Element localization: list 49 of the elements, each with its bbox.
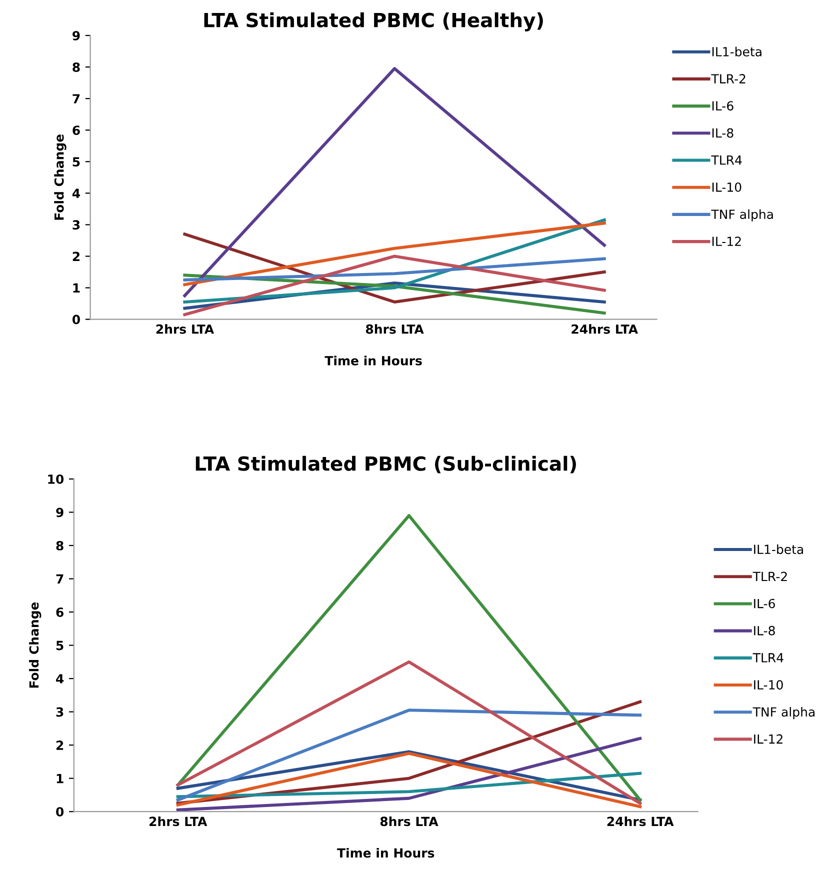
legend-label: IL1-beta <box>754 544 804 554</box>
y-tick-label: 2 <box>72 252 80 261</box>
legend-label: TLR4 <box>752 653 784 662</box>
legend-label: IL-12 <box>754 734 782 744</box>
x-tick-label: 24hrs LTA <box>572 324 638 334</box>
y-tick-label: 1 <box>73 283 80 293</box>
x-tick-label: 8hrs LTA <box>366 324 424 334</box>
y-tick-label: 6 <box>56 608 64 617</box>
y-tick-label: 4 <box>56 674 64 684</box>
y-tick-label: 10 <box>48 474 64 484</box>
x-tick-label: 24hrs LTA <box>607 816 674 826</box>
y-tick-label: 3 <box>56 707 64 717</box>
legend-label: TNF alpha <box>752 706 815 720</box>
y-tick-label: 9 <box>56 508 64 518</box>
y-axis-title: Fold Change <box>54 134 66 220</box>
y-tick-label: 8 <box>72 62 80 72</box>
y-tick-label: 7 <box>72 94 80 104</box>
legend-label: TLR-2 <box>711 74 746 84</box>
y-tick-label: 9 <box>72 30 80 40</box>
chart-title: LTA Stimulated PBMC (Sub-clinical) <box>196 456 576 474</box>
legend-label: IL-8 <box>712 128 734 138</box>
x-axis-title: Time in Hours <box>324 356 422 366</box>
legend-label: TLR-2 <box>752 572 787 581</box>
x-tick-label: 2hrs LTA <box>156 324 214 334</box>
legend-label: IL-10 <box>754 680 783 690</box>
legend-label: IL-6 <box>754 598 775 608</box>
x-tick-label: 2hrs LTA <box>150 816 208 826</box>
legend-label: IL-10 <box>712 182 742 192</box>
legend-label: IL-8 <box>754 626 775 636</box>
x-axis-title: Time in Hours <box>337 848 434 858</box>
legend-label: TNF alpha <box>711 209 773 222</box>
y-tick-label: 0 <box>72 314 80 324</box>
legend-label: TLR4 <box>711 156 742 165</box>
y-tick-label: 0 <box>56 807 64 817</box>
x-tick-label: 8hrs LTA <box>380 816 438 826</box>
legend-label: IL-6 <box>712 101 734 111</box>
y-tick-label: 2 <box>56 740 64 750</box>
y-axis-title: Fold Change <box>29 602 42 688</box>
y-tick-label: 7 <box>56 574 64 584</box>
y-tick-label: 8 <box>56 540 64 550</box>
y-tick-label: 4 <box>72 188 80 198</box>
chart-title: LTA Stimulated PBMC (Healthy) <box>204 12 543 32</box>
y-tick-label: 5 <box>56 640 64 650</box>
y-tick-label: 5 <box>72 157 80 167</box>
y-tick-label: 3 <box>72 220 80 230</box>
legend-label: IL-12 <box>712 236 741 246</box>
legend-label: IL1-beta <box>712 46 762 56</box>
y-tick-label: 1 <box>56 774 64 784</box>
y-tick-label: 6 <box>72 126 80 136</box>
